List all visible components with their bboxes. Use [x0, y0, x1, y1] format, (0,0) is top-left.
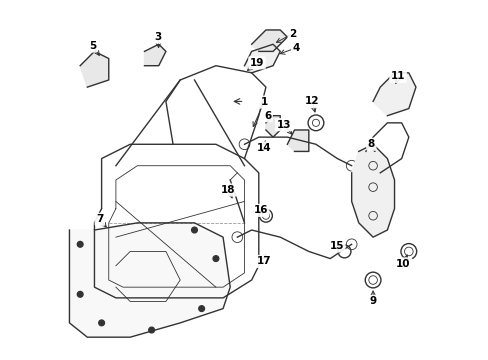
Circle shape — [213, 256, 218, 261]
Polygon shape — [287, 130, 308, 152]
Polygon shape — [144, 44, 165, 66]
Text: 4: 4 — [292, 43, 299, 53]
Text: 10: 10 — [395, 259, 410, 269]
Text: 9: 9 — [369, 296, 376, 306]
Text: 18: 18 — [221, 185, 235, 195]
Text: 7: 7 — [96, 214, 103, 224]
Text: 3: 3 — [154, 32, 162, 42]
Polygon shape — [351, 144, 394, 237]
Text: 2: 2 — [288, 28, 296, 39]
Text: 8: 8 — [367, 139, 374, 149]
Text: 12: 12 — [305, 96, 319, 107]
Polygon shape — [265, 116, 280, 137]
Text: 14: 14 — [256, 143, 271, 153]
Circle shape — [77, 242, 83, 247]
Polygon shape — [244, 44, 280, 73]
Circle shape — [191, 227, 197, 233]
Polygon shape — [80, 51, 108, 87]
Text: 16: 16 — [253, 205, 267, 215]
Text: 5: 5 — [89, 41, 96, 51]
Text: 1: 1 — [260, 97, 267, 107]
Circle shape — [77, 292, 83, 297]
Text: 19: 19 — [249, 58, 264, 68]
Polygon shape — [372, 73, 415, 116]
Circle shape — [99, 320, 104, 326]
Polygon shape — [69, 223, 230, 337]
Text: 11: 11 — [390, 71, 405, 81]
Polygon shape — [251, 30, 287, 51]
Text: 17: 17 — [256, 256, 271, 266]
Text: 15: 15 — [329, 241, 343, 251]
Text: 13: 13 — [276, 120, 290, 130]
Circle shape — [148, 327, 154, 333]
Circle shape — [198, 306, 204, 311]
Text: 6: 6 — [264, 111, 271, 121]
